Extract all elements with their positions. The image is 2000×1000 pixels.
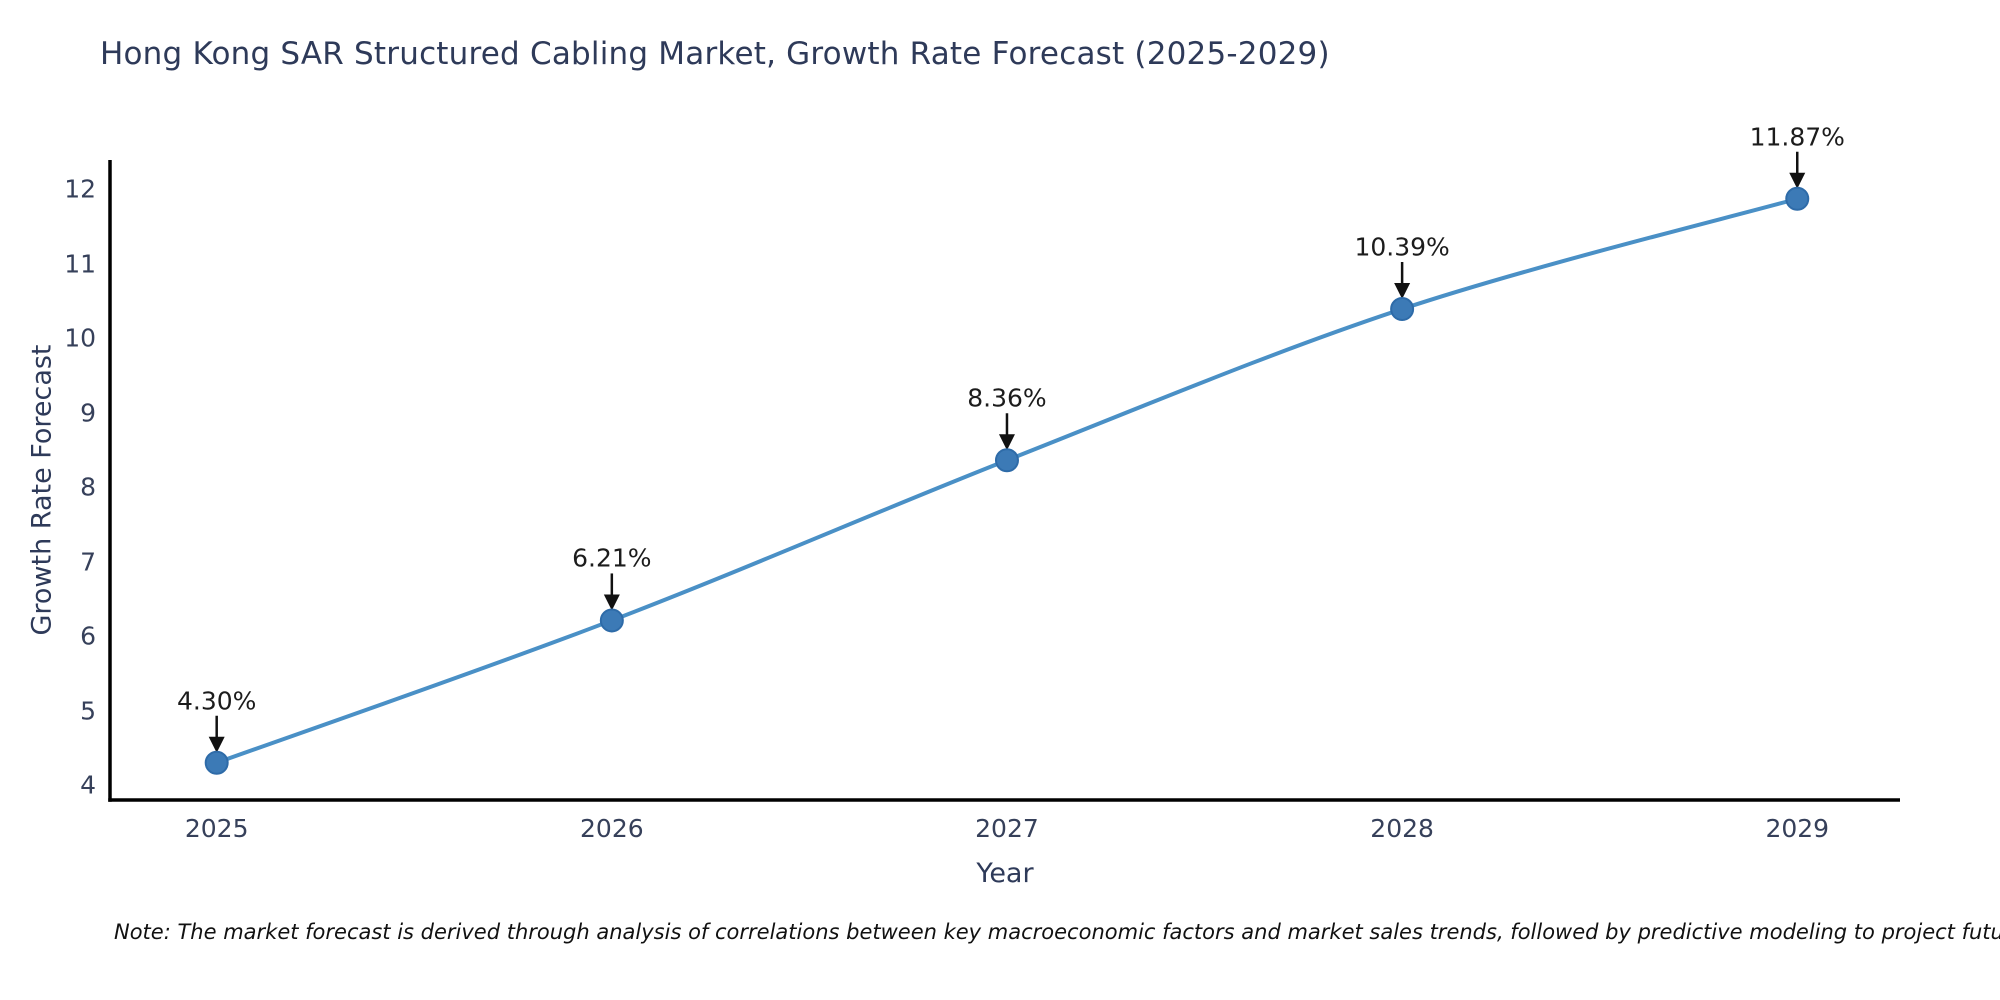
data-point-label: 10.39% — [1354, 232, 1450, 262]
data-point-marker — [1390, 297, 1415, 322]
y-axis-tick-label: 6 — [80, 621, 96, 651]
chart-title: Hong Kong SAR Structured Cabling Market,… — [100, 36, 1330, 72]
y-axis-tick-label: 11 — [64, 249, 96, 279]
x-axis-tick-label: 2028 — [1370, 814, 1434, 843]
annotation-arrowhead — [1394, 283, 1411, 300]
x-axis-tick-label: 2027 — [975, 814, 1039, 843]
x-axis-title: Year — [976, 858, 1034, 889]
x-axis-tick-label: 2029 — [1765, 814, 1830, 843]
y-axis-tick-label: 12 — [64, 174, 96, 204]
y-axis-tick-label: 9 — [80, 398, 96, 428]
y-axis-tick-label: 7 — [80, 547, 96, 577]
footnote: Note: The market forecast is derived thr… — [114, 920, 2000, 944]
data-point-label: 6.21% — [572, 543, 652, 573]
x-axis-tick-label: 2025 — [184, 814, 249, 843]
y-axis-tick-label: 4 — [80, 770, 96, 800]
data-point-marker — [599, 608, 624, 633]
annotation-arrowhead — [998, 434, 1015, 451]
annotation-arrowhead — [1789, 172, 1806, 189]
data-point-label: 8.36% — [967, 383, 1047, 413]
y-axis-tick-label: 10 — [64, 323, 96, 353]
annotation-arrowhead — [603, 594, 620, 611]
data-point-label: 4.30% — [176, 686, 257, 716]
annotation-arrowhead — [208, 736, 225, 753]
series-line — [214, 196, 1800, 765]
data-point-label: 11.87% — [1749, 122, 1845, 152]
y-axis-tick-label: 5 — [80, 696, 96, 726]
data-point-marker — [1785, 186, 1810, 211]
y-axis-tick-label: 8 — [80, 472, 96, 502]
x-axis-tick-label: 2026 — [580, 814, 644, 843]
data-point-marker — [204, 750, 229, 775]
data-point-marker — [994, 448, 1019, 473]
